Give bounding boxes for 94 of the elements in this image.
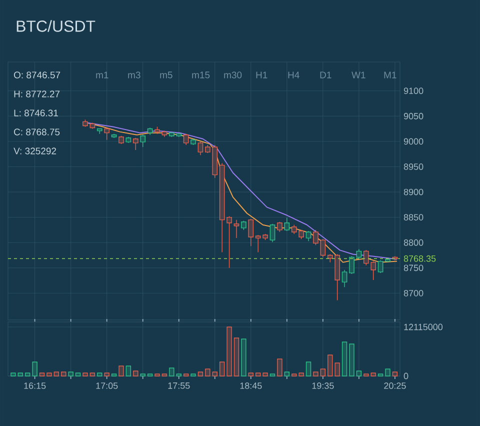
bar [90, 372, 96, 376]
annotation: m15 [192, 72, 210, 78]
y-tick-label: 8750 [404, 264, 424, 272]
candlestick [306, 230, 312, 242]
bar [18, 372, 23, 376]
bar [39, 372, 45, 376]
bar [248, 372, 254, 376]
bar [68, 372, 74, 376]
annotation: C: 8768.75 [14, 128, 60, 136]
bar [277, 358, 282, 376]
bar [385, 368, 390, 376]
annotation: m30 [224, 72, 242, 78]
annotation: L: 8746.31 [14, 110, 58, 116]
annotation: D1 [320, 72, 332, 78]
bar [54, 372, 59, 376]
candlestick [248, 218, 254, 246]
candlestick [132, 138, 138, 150]
annotation: m3 [128, 72, 140, 78]
y-tick-label: 8850 [404, 214, 424, 220]
candlestick [104, 127, 110, 140]
candlestick [270, 224, 276, 242]
bar [313, 372, 318, 376]
candlestick [226, 216, 232, 268]
bar [320, 368, 326, 376]
ref-line-label: 8768.35 [404, 255, 436, 262]
x-tick-label: 18:45 [240, 382, 262, 389]
bar [262, 372, 268, 376]
x-tick-label: 16:15 [24, 382, 46, 389]
bar [118, 366, 124, 376]
bar [284, 372, 290, 376]
bar [241, 338, 246, 376]
annotation: m5 [160, 72, 172, 78]
bar [25, 372, 30, 376]
annotation: m1 [96, 72, 108, 78]
y-tick-label: 9100 [404, 88, 424, 94]
bar [392, 372, 398, 376]
chart-title: BTC/USDT [16, 20, 96, 32]
bar [61, 372, 66, 376]
annotation: H4 [288, 72, 300, 78]
bar [169, 368, 174, 376]
x-tick-label: 17:55 [168, 382, 190, 389]
candlestick [140, 134, 146, 148]
annotation: M1 [384, 72, 396, 78]
x-tick-label: 20:25 [384, 382, 406, 389]
annotation: O: 8746.57 [14, 72, 60, 78]
bar [306, 362, 312, 376]
bar [298, 372, 304, 376]
candlestick [183, 133, 189, 146]
annotation: H: 8772.27 [14, 90, 60, 98]
bar [10, 372, 16, 376]
candlestick [378, 260, 384, 274]
candlestick [241, 220, 246, 230]
candlestick [349, 256, 354, 274]
candlestick [277, 222, 282, 232]
bar [220, 362, 225, 376]
candlestick [342, 270, 348, 288]
annotation: V: 325292 [14, 148, 56, 154]
bar [334, 362, 340, 376]
y-tick-label: 8950 [404, 164, 424, 170]
y-tick-label: 8900 [404, 188, 424, 196]
bar [356, 370, 362, 376]
candlestick [284, 217, 290, 232]
candlestick [356, 248, 362, 260]
bar [97, 372, 102, 376]
bar [234, 338, 240, 376]
bar [104, 372, 110, 376]
bar [256, 372, 261, 376]
bar [82, 372, 88, 376]
bar [32, 362, 38, 376]
y-tick-label: 9000 [404, 138, 424, 145]
bar [198, 372, 204, 376]
bar [370, 372, 376, 376]
y-tick-label: 0 [404, 372, 408, 380]
annotation: H1 [256, 72, 268, 78]
y-tick-label: 9050 [404, 112, 424, 120]
annotation: W1 [352, 72, 366, 78]
bar [75, 372, 81, 376]
bar [212, 372, 218, 376]
bar [133, 370, 138, 376]
bar [342, 342, 348, 376]
bar [349, 344, 354, 376]
bar [46, 372, 52, 376]
x-tick-label: 17:05 [96, 382, 118, 389]
y-tick-label: 12115000 [404, 324, 443, 330]
candlestick [313, 230, 318, 246]
bar [328, 354, 333, 376]
bar [205, 368, 210, 376]
candlestick [198, 142, 204, 156]
candlestick [320, 238, 326, 258]
bar [126, 366, 132, 376]
y-tick-label: 8700 [404, 290, 424, 296]
bar [226, 326, 232, 376]
x-tick-label: 19:35 [312, 382, 334, 389]
y-tick-label: 8800 [404, 239, 424, 246]
